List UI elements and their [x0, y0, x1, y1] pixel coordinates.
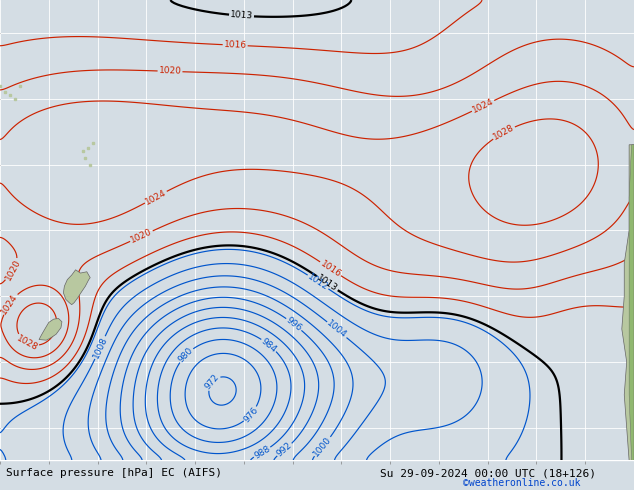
- Text: 1016: 1016: [318, 259, 342, 279]
- Text: 1013: 1013: [230, 10, 254, 21]
- Text: 972: 972: [204, 372, 221, 392]
- Text: ©weatheronline.co.uk: ©weatheronline.co.uk: [463, 478, 580, 489]
- Text: 1000: 1000: [312, 435, 333, 459]
- Text: 980: 980: [177, 346, 195, 365]
- Text: 976: 976: [242, 405, 260, 424]
- Text: 988: 988: [252, 444, 272, 461]
- Text: 996: 996: [285, 316, 304, 333]
- Text: 1028: 1028: [491, 123, 516, 142]
- Text: 1020: 1020: [3, 257, 22, 282]
- Text: 1024: 1024: [144, 188, 168, 206]
- Text: 984: 984: [259, 336, 278, 354]
- Text: 1020: 1020: [129, 227, 153, 245]
- Polygon shape: [629, 145, 634, 461]
- Text: 1020: 1020: [158, 67, 181, 76]
- Text: 1012: 1012: [306, 272, 330, 292]
- Text: 992: 992: [275, 441, 294, 459]
- Polygon shape: [622, 145, 634, 461]
- Text: Su 29-09-2024 00:00 UTC (18+126): Su 29-09-2024 00:00 UTC (18+126): [380, 468, 597, 478]
- Polygon shape: [63, 270, 90, 305]
- Text: 1008: 1008: [91, 335, 109, 360]
- Text: 1004: 1004: [325, 319, 349, 341]
- Text: 1024: 1024: [0, 292, 20, 316]
- Text: 1028: 1028: [15, 334, 39, 352]
- Text: 1024: 1024: [471, 97, 495, 115]
- Text: 1016: 1016: [223, 40, 247, 50]
- Polygon shape: [39, 318, 62, 340]
- Text: Surface pressure [hPa] EC (AIFS): Surface pressure [hPa] EC (AIFS): [6, 468, 223, 478]
- Text: 1013: 1013: [315, 273, 339, 294]
